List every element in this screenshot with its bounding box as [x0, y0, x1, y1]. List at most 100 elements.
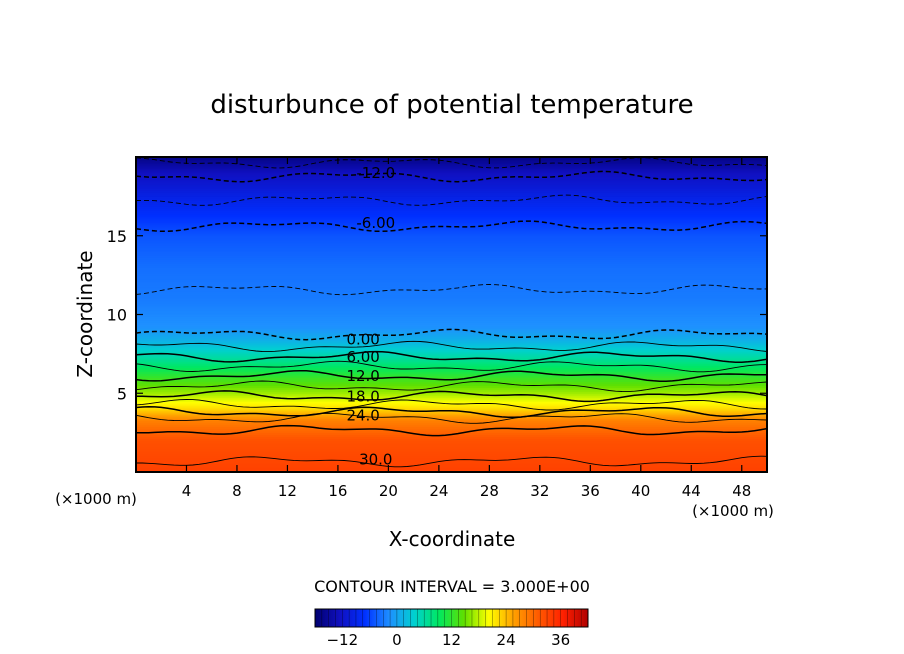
field-band [136, 189, 767, 193]
field-band [136, 375, 767, 378]
field-band [136, 245, 767, 249]
field-band [136, 229, 767, 233]
field-band [136, 337, 767, 341]
field-band [136, 268, 767, 272]
field-band [136, 398, 767, 402]
field-band [136, 373, 767, 377]
field-band [136, 207, 767, 211]
field-band [136, 343, 767, 347]
field-band [136, 388, 767, 392]
field-band [136, 317, 767, 321]
field-band [136, 308, 767, 312]
colorbar: −12 0 12 24 36 [314, 608, 589, 649]
field-band [136, 195, 767, 199]
field-band [136, 272, 767, 276]
field-band [136, 251, 767, 254]
field-band [136, 410, 767, 414]
field-band [136, 197, 767, 201]
field-band [136, 469, 767, 472]
field-band [136, 296, 767, 300]
field-band [136, 325, 767, 329]
contour-line [136, 455, 767, 468]
field-layer [136, 157, 767, 472]
field-band [136, 406, 767, 410]
field-band [136, 449, 767, 453]
field-band [136, 199, 767, 203]
field-band [136, 416, 767, 420]
x-tick-label: 28 [480, 482, 499, 500]
field-band [136, 323, 767, 327]
field-band [136, 186, 767, 189]
field-band [136, 241, 767, 245]
field-band [136, 369, 767, 373]
field-band [136, 223, 767, 227]
field-band [136, 440, 767, 443]
field-band [136, 264, 767, 268]
field-band [136, 315, 767, 319]
x-tick-label: 16 [328, 482, 347, 500]
field-band [136, 168, 767, 172]
contour-interval-label: CONTOUR INTERVAL = 3.000E+00 [314, 577, 590, 596]
field-band [136, 276, 767, 280]
y-tick-label: 10 [107, 306, 127, 325]
contour-label: 0.00 [346, 331, 379, 349]
field-band [136, 266, 767, 270]
field-band [136, 258, 767, 262]
field-band [136, 172, 767, 176]
field-band [136, 176, 767, 180]
contour-line [136, 157, 767, 169]
field-band [136, 213, 767, 217]
x-tick-label: 44 [682, 482, 701, 500]
contour-line [136, 412, 767, 424]
field-band [136, 371, 767, 375]
contour-line [136, 340, 767, 353]
field-band [136, 365, 767, 369]
field-band [136, 341, 767, 345]
field-band [136, 404, 767, 408]
field-band [136, 345, 767, 349]
field-band [136, 188, 767, 191]
field-band [136, 430, 767, 434]
colorbar-ticks: −12 0 12 24 36 [326, 631, 570, 649]
contour-label: 24.0 [346, 406, 379, 424]
field-band [136, 441, 767, 445]
field-band [136, 418, 767, 422]
field-band [136, 286, 767, 290]
field-band [136, 312, 767, 315]
x-axis-ticks: 4 8 12 16 20 24 28 32 36 40 44 48 [182, 157, 751, 500]
field-band [136, 447, 767, 451]
x-tick-label: 8 [232, 482, 242, 500]
contour-label: 12.0 [346, 367, 379, 385]
field-band [136, 235, 767, 239]
field-band [136, 254, 767, 258]
field-band [136, 225, 767, 229]
field-band [136, 249, 767, 252]
field-band [136, 457, 767, 461]
contour-line [136, 406, 767, 419]
field-band [136, 182, 767, 186]
field-band [136, 164, 767, 168]
field-band [136, 438, 767, 441]
field-band [136, 221, 767, 225]
field-band [136, 461, 767, 465]
y-tick-label: 15 [107, 227, 127, 246]
field-band [136, 459, 767, 463]
field-band [136, 288, 767, 292]
contour-line [136, 399, 767, 411]
field-band [136, 262, 767, 266]
field-band [136, 314, 767, 317]
field-band [136, 306, 767, 310]
field-band [136, 280, 767, 284]
field-band [136, 237, 767, 241]
field-band [136, 451, 767, 455]
field-band [136, 178, 767, 182]
x-tick-label: 24 [429, 482, 448, 500]
field-band [136, 351, 767, 355]
field-band [136, 408, 767, 412]
field-band [136, 445, 767, 449]
contour-line [136, 369, 767, 382]
field-band [136, 331, 767, 335]
field-band [136, 465, 767, 469]
